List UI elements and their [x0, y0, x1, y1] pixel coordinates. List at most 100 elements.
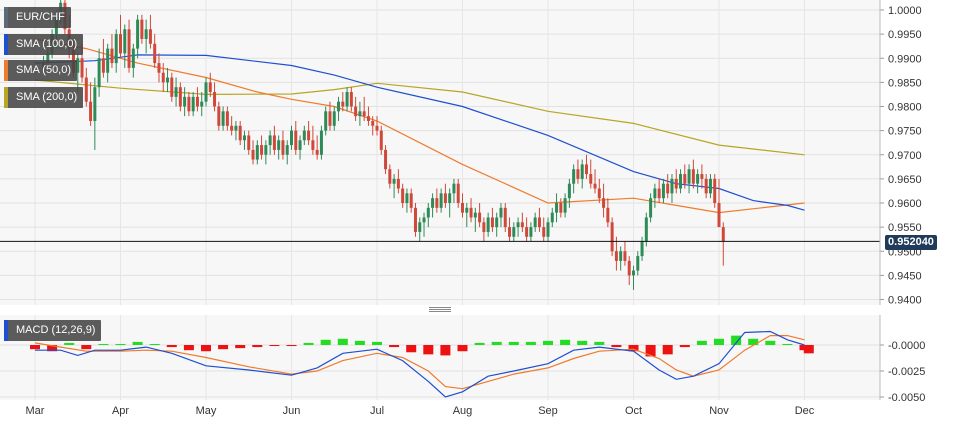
candle-body: [84, 77, 88, 102]
candle-body: [482, 222, 486, 232]
candle-up: [439, 188, 443, 213]
candle-body: [358, 111, 362, 117]
candle-down: [153, 34, 157, 68]
candle-up: [512, 222, 516, 242]
hist-bar-positive: [98, 343, 109, 345]
candle-down: [349, 87, 353, 112]
candle-body: [46, 53, 50, 64]
candle-body: [153, 43, 157, 64]
candle-body: [550, 212, 554, 223]
candle-body: [208, 82, 212, 93]
candle-up: [268, 130, 272, 155]
candle-body: [362, 111, 366, 117]
pane-divider-handle[interactable]: [429, 307, 451, 312]
candle-down: [119, 14, 122, 59]
candle-down: [610, 217, 614, 257]
hist-bar-negative: [166, 345, 177, 348]
candle-up: [708, 174, 712, 199]
candle-body: [516, 222, 520, 228]
candle-up: [200, 92, 204, 117]
candle-body: [80, 58, 84, 78]
candle-up: [106, 43, 110, 83]
candle-body: [456, 183, 460, 203]
candle-down: [461, 193, 464, 218]
candle-up: [555, 193, 559, 223]
macd-lines: [34, 330, 805, 398]
candle-down: [559, 198, 563, 218]
hist-bar-positive: [354, 340, 365, 345]
legend-sma200[interactable]: SMA (200,0): [4, 87, 84, 108]
sma100-swatch: [4, 34, 8, 55]
candle-body: [461, 203, 464, 213]
hist-bar-negative: [611, 345, 622, 348]
candle-up: [533, 212, 537, 232]
macd-line: [35, 330, 805, 398]
candle-down: [366, 106, 370, 126]
candle-body: [644, 217, 648, 242]
candle-body: [178, 87, 182, 107]
candle-down: [593, 169, 597, 194]
price-tick-label: 0.9850: [888, 77, 922, 89]
candle-up: [486, 212, 490, 237]
candle-body: [264, 145, 268, 155]
hist-bar-positive: [696, 340, 707, 345]
macd-pane-bg: [0, 315, 880, 400]
legend-sma50[interactable]: SMA (50,0): [4, 60, 78, 81]
macd-histogram: [30, 335, 814, 357]
candle-down: [89, 82, 93, 126]
candle-down: [213, 82, 217, 112]
hist-bar-negative: [201, 345, 211, 352]
candle-body: [76, 58, 80, 73]
legend-sma100[interactable]: SMA (100,0): [4, 34, 84, 55]
x-tick-label: May: [196, 405, 217, 417]
candle-body: [632, 270, 635, 276]
candle-body: [649, 198, 653, 218]
hist-bar-negative: [389, 345, 400, 348]
candle-body: [110, 48, 114, 64]
candle-body: [679, 174, 683, 189]
candle-body: [302, 130, 306, 141]
candle-down: [704, 174, 708, 199]
candle-body: [319, 130, 323, 155]
macd-tick-label: -0.0025: [888, 366, 925, 378]
legend-symbol[interactable]: EUR/CHF: [4, 7, 71, 28]
x-tick-label: Mar: [26, 405, 45, 417]
candle-body: [89, 101, 93, 121]
candle-body: [465, 207, 469, 213]
macd-signal-line: [34, 335, 805, 390]
hist-bar-positive: [303, 342, 314, 345]
price-axis: 1.0000 0.9950 0.9900 0.9850 0.9800 0.9750 0.97…: [879, 0, 922, 307]
candle-body: [337, 101, 341, 112]
candle-down: [478, 203, 482, 228]
candle-body: [610, 222, 614, 252]
candle-body: [525, 227, 529, 237]
x-tick-label: Jun: [283, 405, 301, 417]
x-tick-label: Aug: [453, 405, 473, 417]
candle-body: [213, 92, 217, 107]
candle-down: [700, 164, 704, 189]
candle-up: [166, 67, 170, 93]
candle-up: [661, 178, 665, 203]
candle-body: [508, 227, 512, 237]
candle-body: [572, 169, 576, 184]
candle-up: [653, 183, 657, 208]
candle-body: [708, 178, 712, 194]
candle-body: [533, 217, 537, 228]
hist-bar-positive: [782, 343, 793, 345]
candle-body: [537, 217, 541, 228]
candle-up: [422, 212, 426, 237]
hist-bar-positive: [508, 341, 519, 345]
candle-down: [247, 130, 251, 155]
candle-up: [670, 174, 674, 203]
candle-body: [683, 174, 687, 184]
candle-up: [405, 188, 409, 213]
candle-body: [247, 135, 251, 150]
candle-up: [332, 106, 336, 131]
legend-macd[interactable]: MACD (12,26,9): [4, 320, 102, 341]
candle-body: [717, 203, 721, 228]
candle-body: [713, 178, 717, 203]
sma50-swatch: [4, 60, 8, 81]
candle-down: [379, 125, 383, 155]
